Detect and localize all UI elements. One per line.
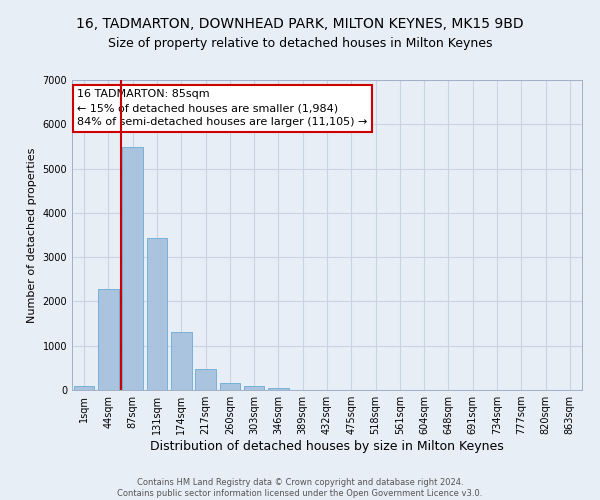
Bar bbox=[122, 148, 143, 390]
X-axis label: Distribution of detached houses by size in Milton Keynes: Distribution of detached houses by size … bbox=[150, 440, 504, 453]
Bar bbox=[220, 383, 240, 390]
Bar bbox=[171, 332, 191, 390]
Bar bbox=[244, 386, 265, 390]
Text: Contains HM Land Registry data © Crown copyright and database right 2024.
Contai: Contains HM Land Registry data © Crown c… bbox=[118, 478, 482, 498]
Text: Size of property relative to detached houses in Milton Keynes: Size of property relative to detached ho… bbox=[108, 38, 492, 51]
Bar bbox=[98, 290, 119, 390]
Bar bbox=[195, 369, 216, 390]
Text: 16 TADMARTON: 85sqm
← 15% of detached houses are smaller (1,984)
84% of semi-det: 16 TADMARTON: 85sqm ← 15% of detached ho… bbox=[77, 90, 367, 128]
Bar bbox=[74, 386, 94, 390]
Bar bbox=[268, 388, 289, 390]
Text: 16, TADMARTON, DOWNHEAD PARK, MILTON KEYNES, MK15 9BD: 16, TADMARTON, DOWNHEAD PARK, MILTON KEY… bbox=[76, 18, 524, 32]
Bar bbox=[146, 238, 167, 390]
Y-axis label: Number of detached properties: Number of detached properties bbox=[27, 148, 37, 322]
